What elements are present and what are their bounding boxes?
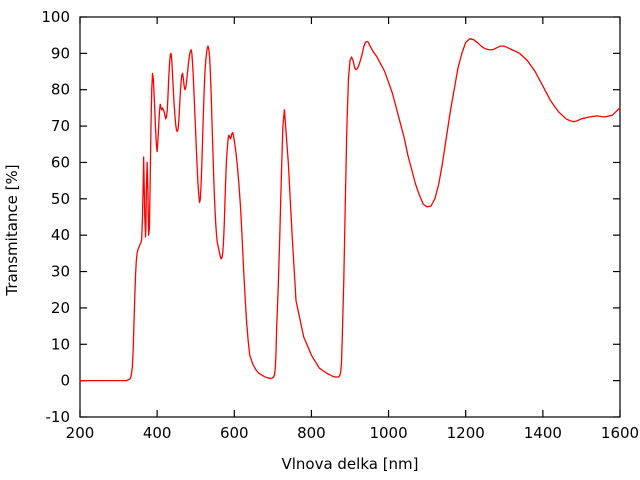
y-tick-label: 0 — [60, 372, 70, 390]
y-tick-label: 80 — [51, 81, 70, 99]
y-tick-label: 60 — [51, 153, 70, 171]
y-tick-label: 40 — [51, 226, 70, 244]
x-tick-label: 200 — [66, 424, 95, 442]
y-tick-label: 50 — [51, 190, 70, 208]
y-tick-label: 30 — [51, 263, 70, 281]
x-tick-label: 1000 — [369, 424, 407, 442]
x-tick-label: 1600 — [601, 424, 639, 442]
x-axis-title: Vlnova delka [nm] — [281, 455, 418, 473]
y-tick-label: 20 — [51, 299, 70, 317]
y-axis-title: Transmitance [%] — [3, 164, 21, 296]
y-tick-label: 90 — [51, 44, 70, 62]
y-axis-tick-labels: -10 0 10 20 30 40 50 60 70 80 90 100 — [41, 8, 70, 426]
plot-frame — [79, 16, 621, 418]
x-tick-label: 600 — [220, 424, 249, 442]
y-tick-label: 70 — [51, 117, 70, 135]
y-tick-label: 10 — [51, 335, 70, 353]
x-axis-tick-labels: 200 400 600 800 1000 1200 1400 1600 — [66, 424, 639, 442]
x-tick-label: 1400 — [524, 424, 562, 442]
x-tick-label: 1200 — [447, 424, 485, 442]
x-tick-label: 800 — [297, 424, 326, 442]
x-tick-label: 400 — [143, 424, 172, 442]
y-tick-label: -10 — [46, 408, 71, 426]
transmittance-data-line — [79, 38, 621, 382]
y-tick-label: 100 — [41, 8, 70, 26]
